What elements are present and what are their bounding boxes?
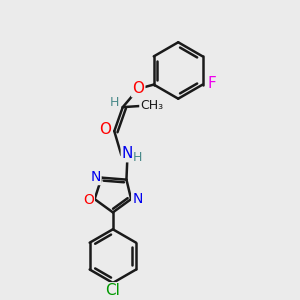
Text: O: O — [99, 122, 111, 137]
Text: H: H — [110, 96, 119, 109]
Text: CH₃: CH₃ — [140, 99, 164, 112]
Text: N: N — [122, 146, 133, 161]
Text: O: O — [132, 81, 144, 96]
Text: N: N — [132, 192, 142, 206]
Text: N: N — [90, 170, 100, 184]
Text: F: F — [207, 76, 216, 91]
Text: H: H — [133, 151, 142, 164]
Text: O: O — [83, 193, 94, 207]
Text: Cl: Cl — [105, 283, 120, 298]
